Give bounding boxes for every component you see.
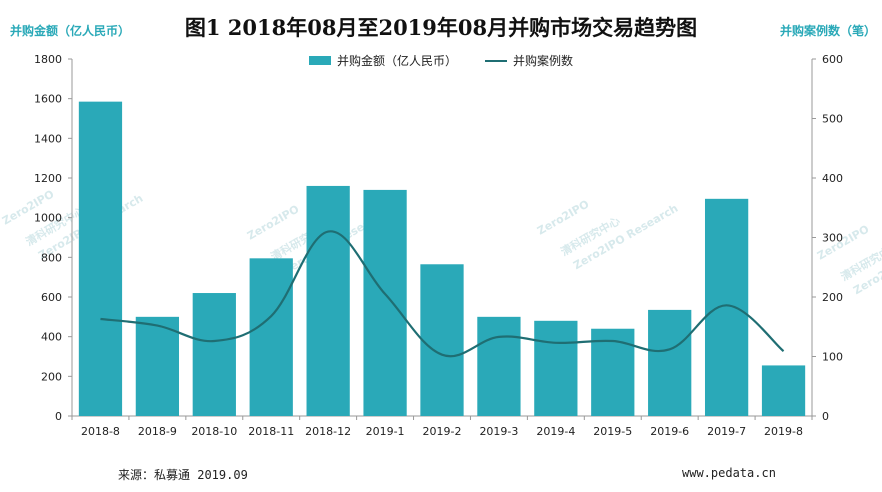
legend-bar-swatch	[308, 56, 331, 65]
bar	[78, 101, 123, 417]
left-tick-label: 200	[41, 370, 62, 383]
right-tick-label: 500	[822, 113, 843, 126]
x-tick-label: 2018-9	[138, 425, 177, 438]
left-axis-title: 并购金额（亿人民币）	[10, 24, 131, 38]
legend-label-amount: 并购金额（亿人民币）	[336, 54, 457, 68]
legend-item-amount: 并购金额（亿人民币）	[308, 52, 457, 69]
right-tick-label: 300	[822, 232, 843, 245]
left-tick-label: 600	[41, 291, 62, 304]
legend: 并购金额（亿人民币） 并购案例数	[0, 52, 882, 69]
right-tick-label: 100	[822, 351, 843, 364]
left-tick-label: 0	[55, 410, 62, 423]
bar	[135, 316, 180, 416]
right-tick-label: 400	[822, 172, 843, 185]
left-tick-label: 1000	[34, 212, 62, 225]
bar	[249, 258, 293, 416]
watermark-logo: Zero2IPO	[535, 198, 591, 238]
bar	[648, 309, 692, 416]
x-tick-label: 2019-1	[366, 425, 405, 438]
x-tick-label: 2019-4	[536, 425, 575, 438]
bar	[534, 320, 578, 416]
x-tick-label: 2019-8	[764, 425, 803, 438]
x-tick-label: 2019-3	[479, 425, 518, 438]
right-tick-label: 600	[822, 53, 843, 66]
legend-label-count: 并购案例数	[513, 54, 574, 68]
x-tick-label: 2019-2	[423, 425, 462, 438]
right-axis-title: 并购案例数（笔）	[779, 24, 876, 38]
bar	[704, 198, 749, 416]
bar	[363, 189, 407, 416]
bar	[761, 365, 806, 416]
bar	[306, 185, 350, 416]
left-tick-label: 1800	[34, 53, 62, 66]
bar	[477, 316, 521, 416]
x-tick-label: 2018-10	[191, 425, 237, 438]
footer-url: www.pedata.cn	[682, 466, 776, 480]
bar	[420, 264, 464, 416]
left-tick-label: 1400	[34, 132, 62, 145]
x-tick-label: 2018-8	[81, 425, 120, 438]
x-tick-label: 2019-7	[707, 425, 746, 438]
left-tick-label: 1200	[34, 172, 62, 185]
x-tick-label: 2019-5	[593, 425, 632, 438]
right-tick-label: 200	[822, 291, 843, 304]
chart-title: 图1 2018年08月至2019年08月并购市场交易趋势图	[184, 15, 698, 40]
watermark-logo: Zero2IPO	[245, 203, 301, 243]
left-tick-label: 1600	[34, 93, 62, 106]
legend-line-swatch	[485, 59, 507, 62]
right-tick-label: 0	[822, 410, 829, 423]
left-tick-label: 800	[41, 251, 62, 264]
bar	[192, 293, 236, 416]
x-tick-label: 2018-12	[305, 425, 351, 438]
legend-item-count: 并购案例数	[485, 52, 573, 69]
x-tick-label: 2019-6	[650, 425, 689, 438]
footer-source: 来源：私募通 2019.09	[118, 468, 248, 482]
left-tick-label: 400	[41, 331, 62, 344]
x-tick-label: 2018-11	[248, 425, 294, 438]
